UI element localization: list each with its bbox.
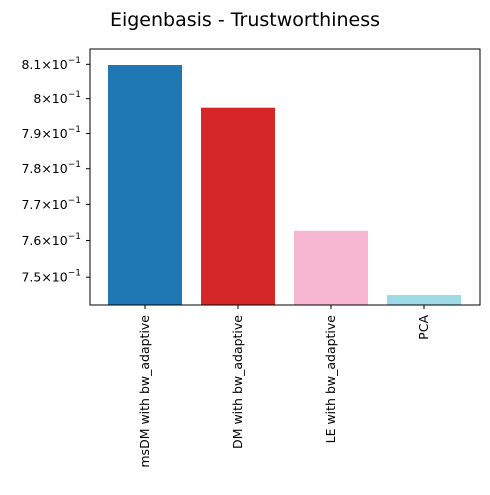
plot-frame <box>89 48 481 306</box>
y-tick-label: 7.9×10−1 <box>21 125 81 141</box>
x-tick-label: PCA <box>416 315 431 340</box>
bars-group <box>108 65 461 305</box>
y-tick-label: 8.1×10−1 <box>21 56 81 72</box>
x-tick-label: DM with bw_adaptive <box>230 315 245 449</box>
x-axis-ticks: msDM with bw_adaptive DM with bw_adaptive… <box>137 305 431 468</box>
y-tick-label: 7.8×10−1 <box>21 160 81 176</box>
bar-1 <box>201 107 275 305</box>
x-tick-label: LE with bw_adaptive <box>323 315 338 444</box>
chart-title: Eigenbasis - Trustworthiness <box>110 9 380 31</box>
y-tick-label: 7.6×10−1 <box>21 232 81 248</box>
y-axis-ticks: 7.5×10−1 7.6×10−1 7.7×10−1 7.8×10−1 7.9×10−1… <box>21 56 90 285</box>
bar-3 <box>387 294 461 305</box>
y-tick-label: 7.5×10−1 <box>21 269 81 285</box>
x-tick-label: msDM with bw_adaptive <box>137 315 152 468</box>
bar-0 <box>108 65 182 305</box>
y-tick-label: 7.7×10−1 <box>21 196 81 212</box>
y-tick-label: 8×10−1 <box>33 90 81 106</box>
bar-2 <box>294 230 368 305</box>
